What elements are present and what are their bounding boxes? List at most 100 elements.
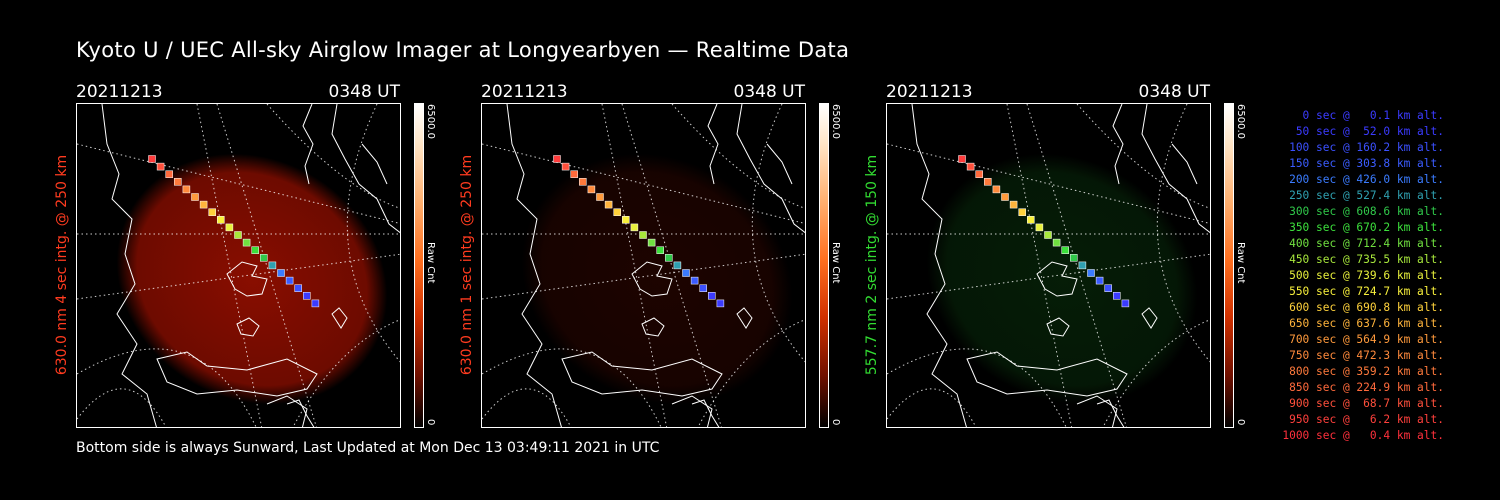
panel-2-time: 0348 UT	[733, 82, 806, 102]
coastline	[302, 104, 314, 185]
coastline	[766, 143, 793, 185]
trajectory-point	[1018, 208, 1026, 216]
trajectory-point	[1095, 276, 1104, 285]
trajectory-point	[665, 254, 673, 262]
coastline	[236, 317, 260, 337]
panel-2-cbar-max: 6500.0	[830, 104, 841, 139]
coastline	[641, 317, 665, 337]
panel-2-map	[482, 104, 805, 427]
legend-item: 350 sec @ 670.2 km alt.	[1289, 221, 1444, 234]
trajectory-point	[1104, 284, 1112, 292]
legend-item: 250 sec @ 527.4 km alt.	[1289, 189, 1444, 202]
lat-lon-gridline	[77, 388, 167, 427]
lat-lon-gridline	[1102, 319, 1210, 427]
airglow-field	[521, 153, 793, 405]
coastline	[1096, 399, 1125, 427]
panel-1-cbar-max: 6500.0	[425, 104, 436, 139]
trajectory-point	[1061, 246, 1069, 254]
legend-item: 900 sec @ 68.7 km alt.	[1289, 397, 1444, 410]
coastline	[1112, 104, 1124, 185]
legend-item: 1000 sec @ 0.4 km alt.	[1282, 429, 1444, 442]
panel-3-ylabel: 557.7 nm 2 sec intg. @ 150 km	[864, 154, 880, 376]
lat-lon-gridline	[601, 104, 668, 427]
trajectory-point	[708, 292, 716, 300]
trajectory-point	[604, 200, 613, 209]
trajectory-point	[656, 246, 664, 254]
coastline	[361, 143, 388, 185]
legend-item: 800 sec @ 359.2 km alt.	[1289, 365, 1444, 378]
panel-3-cbar-max: 6500.0	[1235, 104, 1246, 139]
panel-1-map	[77, 104, 400, 427]
trajectory-point	[1078, 261, 1087, 270]
trajectory-point	[277, 269, 285, 277]
trajectory-point	[156, 162, 165, 171]
trajectory-point	[303, 292, 311, 300]
lat-lon-gridline	[887, 348, 1067, 427]
coastline	[707, 104, 719, 185]
legend-item: 150 sec @ 303.8 km alt.	[1289, 157, 1444, 170]
coastline	[691, 399, 720, 427]
trajectory-point	[234, 231, 242, 239]
trajectory-point	[294, 284, 302, 292]
lat-lon-gridline	[292, 319, 400, 427]
panel-2-cbar-min: 0	[830, 419, 841, 426]
trajectory-point	[639, 231, 647, 239]
trajectory-point	[579, 178, 587, 186]
lat-lon-gridline	[482, 253, 805, 300]
trajectory-legend: 0 sec @ 0.1 km alt. 50 sec @ 52.0 km alt.…	[1262, 108, 1444, 444]
lat-lon-gridline	[77, 253, 400, 300]
panel-3-cbar-min: 0	[1235, 419, 1246, 426]
coastline	[966, 351, 1128, 397]
coastline	[266, 395, 308, 427]
trajectory-point	[561, 162, 570, 171]
lat-lon-gridline	[482, 388, 572, 427]
trajectory-point	[622, 216, 630, 224]
lat-lon-gridline	[1006, 104, 1073, 427]
legend-item: 450 sec @ 735.5 km alt.	[1289, 253, 1444, 266]
page-title: Kyoto U / UEC All-sky Airglow Imager at …	[76, 38, 850, 62]
coastline	[1141, 104, 1210, 234]
panel-2-ylabel: 630.0 nm 1 sec intg. @ 250 km	[459, 154, 475, 376]
coastline	[1141, 307, 1158, 329]
legend-item: 500 sec @ 739.6 km alt.	[1289, 269, 1444, 282]
lat-lon-gridline	[482, 143, 805, 225]
lat-lon-gridline	[266, 104, 400, 209]
trajectory-point	[992, 185, 1001, 194]
trajectory-point	[630, 223, 639, 232]
coastline	[101, 104, 157, 427]
trajectory-point	[174, 178, 182, 186]
trajectory-point	[1035, 223, 1044, 232]
coastline	[331, 307, 348, 329]
lat-lon-gridline	[1156, 104, 1210, 363]
legend-item: 100 sec @ 160.2 km alt.	[1289, 141, 1444, 154]
trajectory-point	[1113, 292, 1121, 300]
lat-lon-gridline	[196, 104, 263, 427]
panel-2-cbar-unit: Raw Cnt	[830, 242, 841, 284]
coastline	[226, 261, 268, 297]
panel-1-cbar-min: 0	[425, 419, 436, 426]
trajectory-point	[958, 155, 966, 163]
trajectory-point	[613, 208, 621, 216]
lat-lon-gridline	[887, 143, 1210, 225]
trajectory-point	[225, 223, 234, 232]
trajectory-point	[1001, 193, 1009, 201]
trajectory-point	[553, 155, 561, 163]
lat-lon-gridline	[887, 253, 1210, 300]
panel-2-colorbar	[819, 103, 829, 428]
trajectory-point	[975, 170, 983, 178]
trajectory-point	[285, 276, 294, 285]
lat-lon-gridline	[671, 104, 805, 209]
panel-3-cbar-unit: Raw Cnt	[1235, 242, 1246, 284]
coastline	[156, 351, 318, 397]
trajectory-point	[699, 284, 707, 292]
coastline	[286, 399, 315, 427]
trajectory-point	[251, 246, 259, 254]
trajectory-point	[199, 200, 208, 209]
coastline	[911, 104, 967, 427]
trajectory-point	[966, 162, 975, 171]
legend-item: 600 sec @ 690.8 km alt.	[1289, 301, 1444, 314]
trajectory-point	[242, 238, 251, 247]
footer-status: Bottom side is always Sunward, Last Upda…	[76, 440, 660, 456]
panel-1-cbar-unit: Raw Cnt	[425, 242, 436, 284]
trajectory-point	[268, 261, 277, 270]
